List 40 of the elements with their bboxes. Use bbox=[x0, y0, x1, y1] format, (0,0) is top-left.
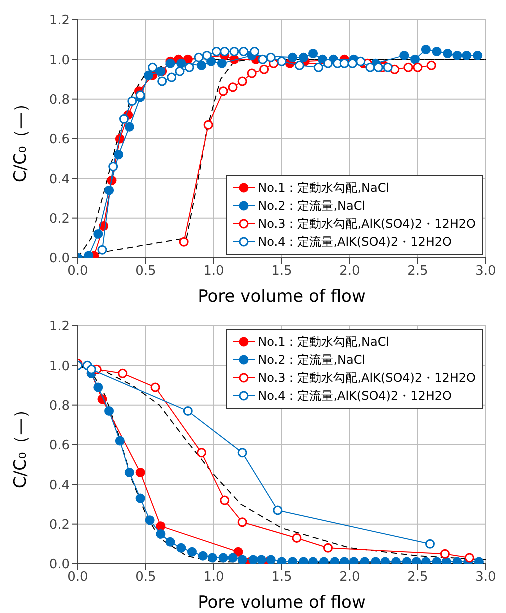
x-tick-label: 1.5 bbox=[272, 264, 292, 280]
x-tick-label: 2.0 bbox=[340, 570, 360, 586]
y-tick-label: 0.4 bbox=[49, 478, 70, 494]
legend-label: No.3：定動水勾配,AlK(SO4)2・12H2O bbox=[258, 370, 476, 387]
y-tick-label: 0.6 bbox=[49, 132, 70, 148]
legend-label: No.2：定流量,NaCl bbox=[258, 198, 366, 215]
legend-label: No.4：定流量,AlK(SO4)2・12H2O bbox=[258, 234, 452, 251]
y-tick-label: 1.0 bbox=[49, 359, 70, 374]
x-tick-label: 2.0 bbox=[340, 264, 360, 280]
x-tick-label: 0.0 bbox=[68, 570, 88, 586]
y-axis-title: C/C₀（—） bbox=[11, 401, 32, 489]
legend-label: No.4：定流量,AlK(SO4)2・12H2O bbox=[258, 388, 452, 405]
y-tick-label: 1.2 bbox=[49, 320, 70, 335]
legend-label: No.2：定流量,NaCl bbox=[258, 352, 366, 369]
x-tick-label: 2.5 bbox=[408, 264, 428, 280]
legend-label: No.3：定動水勾配,AlK(SO4)2・12H2O bbox=[258, 216, 476, 233]
x-tick-label: 0.5 bbox=[136, 570, 156, 586]
x-tick-label: 0.0 bbox=[68, 264, 88, 280]
x-tick-label: 3.0 bbox=[476, 264, 496, 280]
y-tick-label: 1.0 bbox=[49, 53, 70, 68]
y-tick-label: 0.4 bbox=[49, 172, 70, 188]
x-axis-title: Pore volume of flow bbox=[198, 287, 366, 307]
x-tick-label: 0.5 bbox=[136, 264, 156, 280]
legend-label: No.1：定動水勾配,NaCl bbox=[258, 334, 390, 351]
x-tick-label: 1.0 bbox=[204, 570, 224, 586]
x-tick-label: 1.5 bbox=[272, 570, 292, 586]
x-tick-label: 2.5 bbox=[408, 570, 428, 586]
y-tick-label: 1.2 bbox=[49, 14, 70, 29]
y-tick-label: 0.2 bbox=[49, 518, 70, 533]
y-axis-title: C/C₀（—） bbox=[11, 95, 32, 183]
x-axis-title: Pore volume of flow bbox=[198, 593, 366, 613]
y-tick-label: 0.8 bbox=[49, 398, 70, 414]
y-tick-label: 0.6 bbox=[49, 438, 70, 454]
legend-label: No.1：定動水勾配,NaCl bbox=[258, 180, 390, 197]
x-tick-label: 3.0 bbox=[476, 570, 496, 586]
y-tick-label: 0.2 bbox=[49, 212, 70, 227]
x-tick-label: 1.0 bbox=[204, 264, 224, 280]
y-tick-label: 0.8 bbox=[49, 92, 70, 108]
y-tick-label: 0.0 bbox=[49, 558, 70, 573]
y-tick-label: 0.0 bbox=[49, 252, 70, 267]
